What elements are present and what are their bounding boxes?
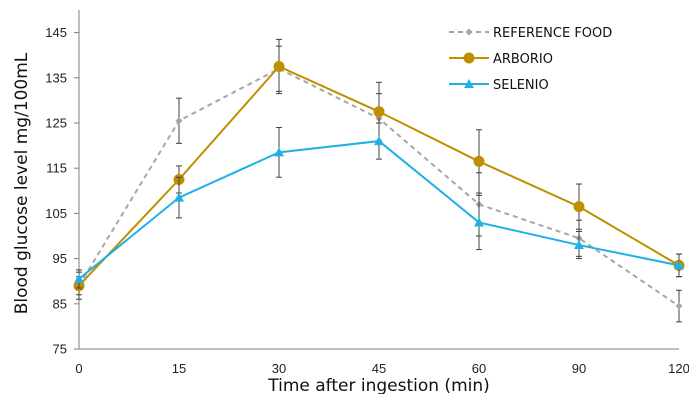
- legend: REFERENCE FOOD ARBORIO SELENIO: [449, 26, 612, 93]
- legend-marker: [463, 52, 475, 64]
- x-tick-label: 15: [172, 361, 186, 376]
- y-tick-label: 125: [45, 116, 67, 131]
- data-point: [274, 147, 284, 157]
- series-arborio: [73, 38, 685, 296]
- series-line-selenio: [78, 140, 680, 280]
- x-axis-title: Time after ingestion (min): [267, 376, 490, 394]
- legend-marker: [464, 79, 474, 88]
- x-tick-label: 0: [75, 361, 82, 376]
- data-point: [74, 273, 84, 283]
- x-tick-label: 45: [372, 361, 386, 376]
- y-tick-label: 105: [45, 206, 67, 221]
- y-tick-label: 115: [46, 161, 67, 176]
- data-point: [175, 117, 183, 125]
- data-point: [675, 302, 683, 310]
- data-point: [273, 61, 285, 72]
- y-tick-label: 135: [45, 70, 67, 85]
- legend-label: ARBORIO: [493, 52, 553, 67]
- legend-item-reference-food: REFERENCE FOOD: [449, 26, 612, 41]
- x-tick-label: 60: [472, 361, 486, 376]
- data-point: [474, 217, 484, 227]
- y-tick-label: 75: [53, 342, 67, 357]
- x-tick-labels: 0 15 30 45 60 90 120: [75, 361, 689, 376]
- x-tick-label: 120: [668, 361, 689, 376]
- data-point: [174, 192, 184, 202]
- data-point: [573, 201, 585, 213]
- legend-label: SELENIO: [493, 78, 549, 93]
- x-tick-label: 30: [272, 361, 286, 376]
- y-tick-label: 145: [45, 25, 67, 40]
- axes: [78, 10, 679, 350]
- data-point: [473, 155, 485, 167]
- legend-item-arborio: ARBORIO: [449, 52, 553, 67]
- y-tick-labels: 75 85 95 105 115 125 135 145: [45, 25, 79, 357]
- legend-label: REFERENCE FOOD: [493, 26, 612, 41]
- y-tick-label: 95: [53, 251, 67, 266]
- x-tick-label: 90: [572, 361, 586, 376]
- data-point: [574, 240, 584, 250]
- data-point: [374, 136, 384, 146]
- data-point: [373, 106, 385, 118]
- series-selenio: [74, 122, 684, 289]
- y-tick-label: 85: [53, 296, 67, 311]
- y-axis-title: Blood glucose level mg/100mL: [12, 52, 32, 314]
- data-point: [674, 260, 684, 270]
- legend-item-selenio: SELENIO: [449, 78, 549, 93]
- plot-area: [73, 38, 685, 323]
- legend-marker: [465, 28, 473, 36]
